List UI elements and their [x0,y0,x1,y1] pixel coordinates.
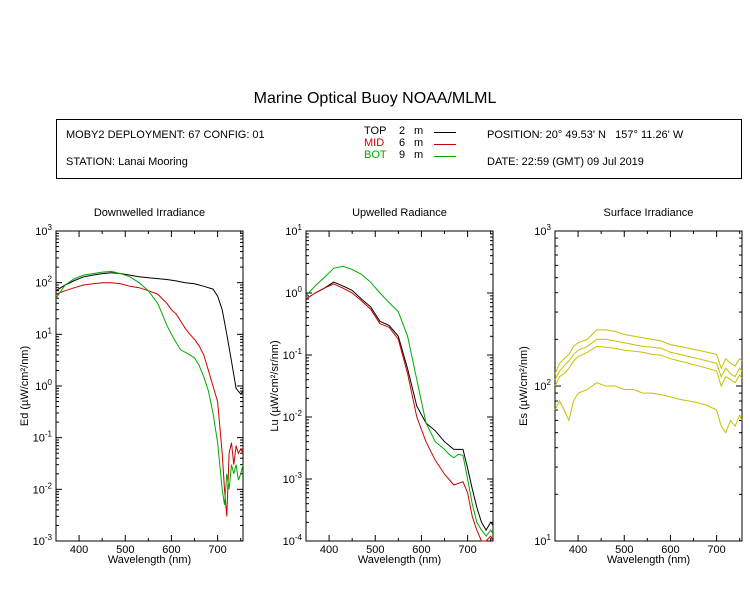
y-tick-exponent: 1 [547,533,552,542]
x-tick-label: 700 [707,544,725,556]
date-label: DATE: 22:59 (GMT) 09 Jul 2019 [487,156,644,168]
x-tick-label: 500 [615,544,633,556]
chart-title: Downwelled Irradiance [94,207,205,219]
y-tick-exponent: 0 [48,378,53,387]
position-label: POSITION: 20° 49.53' N 157° 11.26' W [487,129,684,141]
series-line-es3 [554,345,743,388]
y-tick-exponent: -2 [45,481,53,490]
x-tick-label: 500 [116,544,134,556]
y-tick-exponent: 3 [547,223,552,232]
y-tick-label: 10-4 [283,533,303,548]
series-line-bot [305,265,494,537]
legend-mid-name: MID [364,137,385,149]
plot-frame [305,230,494,542]
y-tick-exponent: 2 [547,378,552,387]
y-tick-label: 10-1 [33,430,53,445]
y-axis-label: Lu (µW/cm²/sr/nm) [269,340,281,431]
plot-frame [554,230,743,542]
x-tick-label: 400 [569,544,587,556]
y-tick-label: 103 [35,223,52,238]
y-tick-label: 10-2 [283,409,303,424]
series-line-es2 [554,338,743,380]
legend-bot-name: BOT [364,149,387,161]
x-tick-label: 600 [162,544,180,556]
deployment-info-box: MOBY2 DEPLOYMENT: 67 CONFIG: 01 STATION:… [56,119,742,179]
y-tick-label: 102 [534,378,551,393]
series-line-mid [305,283,494,542]
y-tick-exponent: 1 [48,326,53,335]
series-line-es1 [554,329,743,374]
y-tick-exponent: -2 [295,409,303,418]
legend-mid-unit: m [414,137,424,149]
y-tick-label: 101 [534,533,551,548]
y-tick-label: 10-3 [283,471,303,486]
y-tick-label: 10-3 [33,533,53,548]
x-tick-label: 500 [366,544,384,556]
chart-surface-irradiance: Surface Irradiance 101 102 103 400 500 600 700 W… [518,207,743,566]
x-tick-label: 600 [661,544,679,556]
legend-mid-depth: 6 [399,137,406,149]
y-tick-label: 101 [285,223,302,238]
legend-mid-line [434,144,456,145]
chart-title: Upwelled Radiance [352,207,447,219]
y-axis-label: Es (µW/cm²/nm) [518,346,530,426]
legend-top-unit: m [414,125,424,137]
y-tick-exponent: 3 [48,223,53,232]
series-line-top [55,272,244,395]
legend-top-depth: 2 [399,125,406,137]
legend-top-line [434,132,456,133]
page-title: Marine Optical Buoy NOAA/MLML [253,90,497,107]
y-tick-label: 102 [35,275,52,290]
x-tick-label: 600 [412,544,430,556]
x-axis-label: Wavelength (nm) [607,554,690,566]
y-tick-exponent: 1 [298,223,303,232]
y-tick-label: 100 [35,378,52,393]
legend-top-name: TOP [364,125,387,137]
series-line-mid [55,282,244,517]
x-tick-label: 400 [70,544,88,556]
y-tick-exponent: -3 [295,471,303,480]
y-axis-label: Ed (µW/cm²/nm) [19,346,31,426]
series-line-es4 [554,382,743,434]
chart-downwelled-irradiance: Downwelled Irradiance10-310-210-11001011… [19,207,244,566]
x-tick-label: 700 [458,544,476,556]
series-line-top [305,281,494,532]
deployment-label: MOBY2 DEPLOYMENT: 67 CONFIG: 01 [66,129,265,141]
y-tick-exponent: 0 [298,285,303,294]
y-tick-label: 103 [534,223,551,238]
station-label: STATION: Lanai Mooring [66,156,188,168]
legend-bot-line [434,156,456,157]
x-tick-label: 700 [208,544,226,556]
x-axis-label: Wavelength (nm) [108,554,191,566]
y-tick-label: 10-2 [33,481,53,496]
y-tick-exponent: 2 [48,275,53,284]
x-tick-label: 400 [320,544,338,556]
y-tick-label: 100 [285,285,302,300]
y-tick-label: 101 [35,326,52,341]
y-tick-exponent: -1 [295,347,303,356]
legend-bot-depth: 9 [399,149,406,161]
x-axis-label: Wavelength (nm) [358,554,441,566]
chart-title: Surface Irradiance [604,207,694,219]
series-line-bot [55,270,244,505]
y-tick-exponent: -3 [45,533,53,542]
y-tick-exponent: -4 [295,533,303,542]
y-tick-exponent: -1 [45,430,53,439]
y-tick-label: 10-1 [283,347,303,362]
chart-upwelled-radiance: Upwelled Radiance10-410-310-210-11001014… [269,207,494,566]
legend-bot-unit: m [414,149,424,161]
